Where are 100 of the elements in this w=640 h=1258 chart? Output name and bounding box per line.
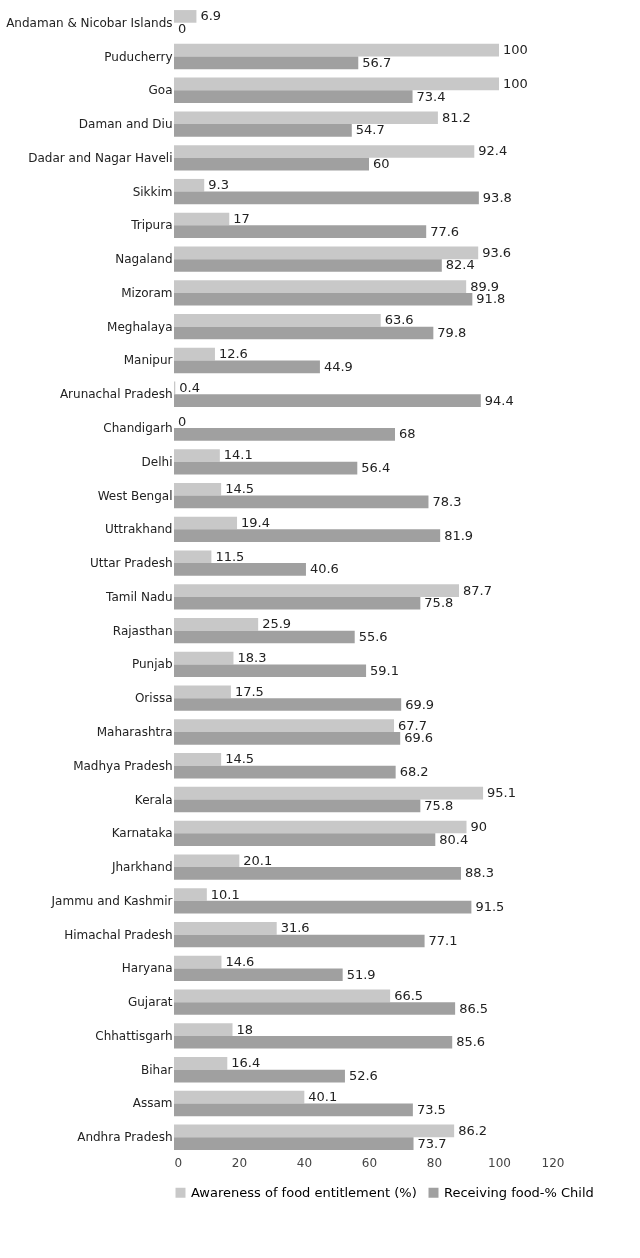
y-tick-label: Daman and Diu bbox=[78, 117, 173, 132]
y-tick-label: Andhra Pradesh bbox=[77, 1130, 173, 1145]
data-label: 86.5 bbox=[459, 1000, 489, 1016]
data-label: 73.5 bbox=[416, 1101, 446, 1117]
data-label: 75.8 bbox=[424, 595, 454, 611]
data-label: 14.1 bbox=[223, 447, 253, 463]
data-label: 77.1 bbox=[428, 932, 458, 948]
data-label: 6.9 bbox=[200, 8, 222, 24]
data-label: 12.6 bbox=[218, 346, 248, 362]
data-label: 25.9 bbox=[262, 616, 292, 632]
data-label: 68 bbox=[399, 426, 416, 442]
data-label: 55.6 bbox=[358, 628, 388, 644]
data-label: 11.5 bbox=[215, 548, 245, 564]
data-label: 31.6 bbox=[280, 920, 310, 936]
y-tick-label: Punjab bbox=[131, 657, 173, 672]
y-tick-label: Haryana bbox=[121, 961, 173, 976]
data-label: 88.3 bbox=[464, 865, 494, 881]
data-label: 14.6 bbox=[225, 954, 255, 970]
data-label: 56.4 bbox=[361, 460, 391, 476]
data-label: 67.7 bbox=[398, 717, 427, 733]
x-tick-label: 80 bbox=[426, 1155, 443, 1170]
x-tick-label: 60 bbox=[361, 1155, 378, 1170]
data-label: 54.7 bbox=[355, 122, 385, 138]
y-tick-label: Madhya Pradesh bbox=[73, 758, 173, 773]
data-label: 79.8 bbox=[437, 325, 467, 341]
data-label: 18 bbox=[236, 1021, 254, 1037]
data-label: 66.5 bbox=[394, 987, 424, 1003]
data-label: 81.9 bbox=[444, 527, 474, 543]
y-tick-label: Andaman & Nicobar Islands bbox=[6, 15, 173, 30]
y-tick-label: Jharkhand bbox=[110, 860, 173, 875]
data-label: 69.9 bbox=[405, 696, 435, 712]
y-tick-label: Himachal Pradesh bbox=[64, 927, 173, 942]
y-tick-label: Uttar Pradesh bbox=[90, 556, 173, 571]
data-label: 93.6 bbox=[482, 244, 512, 260]
data-label: 100 bbox=[503, 75, 528, 91]
y-tick-label: Arunachal Pradesh bbox=[59, 387, 173, 402]
data-label: 14.5 bbox=[225, 481, 255, 497]
data-label: 77.6 bbox=[430, 223, 460, 239]
y-tick-label: Kerala bbox=[134, 792, 173, 807]
y-tick-label: Meghalaya bbox=[107, 319, 173, 334]
data-label: 63.6 bbox=[384, 312, 414, 328]
x-tick-label: 20 bbox=[231, 1155, 248, 1170]
y-tick-label: Mizoram bbox=[121, 285, 173, 300]
data-label: 92.4 bbox=[478, 143, 508, 159]
y-tick-label: Bihar bbox=[141, 1062, 173, 1077]
data-label: 44.9 bbox=[323, 358, 353, 374]
data-label: 90 bbox=[470, 818, 488, 834]
y-tick-label: Manipur bbox=[123, 353, 173, 368]
data-label: 0 bbox=[178, 21, 187, 37]
y-tick-label: Sikkim bbox=[132, 184, 173, 199]
y-tick-label: Tripura bbox=[130, 218, 173, 233]
x-tick-label: 100 bbox=[488, 1155, 511, 1170]
legend-label: Receiving food-% Child bbox=[444, 1184, 594, 1200]
data-label: 18.3 bbox=[237, 650, 267, 666]
data-label: 14.5 bbox=[225, 751, 255, 767]
data-label: 94.4 bbox=[484, 392, 514, 408]
legend-label: Awareness of food entitlement (%) bbox=[191, 1184, 417, 1200]
data-label: 40.1 bbox=[308, 1089, 338, 1105]
y-tick-label: Rajasthan bbox=[112, 623, 173, 638]
data-label: 16.4 bbox=[231, 1055, 261, 1071]
data-label: 89.9 bbox=[470, 278, 500, 294]
y-tick-label: Goa bbox=[148, 83, 173, 98]
data-label: 0.4 bbox=[179, 379, 200, 395]
data-label: 80.4 bbox=[439, 831, 469, 847]
data-label: 91.5 bbox=[475, 899, 505, 915]
x-tick-label: 120 bbox=[541, 1155, 565, 1170]
x-tick-label: 0 bbox=[174, 1155, 183, 1170]
data-label: 17.5 bbox=[234, 683, 264, 699]
y-tick-label: Uttrakhand bbox=[104, 522, 173, 537]
y-tick-label: Nagaland bbox=[115, 252, 173, 267]
y-tick-label: Jammu and Kashmir bbox=[50, 893, 173, 908]
data-label: 0 bbox=[178, 413, 187, 429]
y-tick-label: Karnataka bbox=[111, 826, 173, 841]
data-label: 51.9 bbox=[346, 966, 376, 982]
data-label: 19.4 bbox=[241, 515, 270, 531]
data-label: 82.4 bbox=[445, 257, 475, 273]
data-label: 91.8 bbox=[476, 291, 506, 307]
data-label: 60 bbox=[373, 156, 390, 172]
data-label: 68.2 bbox=[399, 764, 429, 780]
data-label: 52.6 bbox=[348, 1068, 378, 1084]
data-label: 59.1 bbox=[370, 662, 400, 678]
data-label: 75.8 bbox=[424, 797, 454, 813]
data-label: 81.2 bbox=[441, 109, 471, 125]
data-label: 40.6 bbox=[309, 561, 339, 577]
data-label: 17 bbox=[233, 211, 250, 227]
data-label: 73.4 bbox=[416, 88, 446, 104]
y-tick-label: Dadar and Nagar Haveli bbox=[28, 150, 173, 165]
data-label: 78.3 bbox=[432, 493, 462, 509]
y-tick-label: Tamil Nadu bbox=[105, 589, 173, 604]
data-label: 20.1 bbox=[243, 852, 273, 868]
data-label: 56.7 bbox=[362, 54, 392, 70]
data-label: 95.1 bbox=[487, 785, 517, 801]
y-tick-label: Chandigarh bbox=[103, 421, 173, 436]
data-label: 87.7 bbox=[463, 582, 492, 598]
y-tick-label: Puducherry bbox=[104, 49, 173, 64]
y-tick-label: Delhi bbox=[141, 454, 173, 469]
data-label: 69.6 bbox=[404, 730, 434, 746]
data-label: 86.2 bbox=[458, 1122, 488, 1138]
y-tick-label: Gujarat bbox=[127, 995, 173, 1010]
data-label: 73.7 bbox=[417, 1135, 447, 1151]
